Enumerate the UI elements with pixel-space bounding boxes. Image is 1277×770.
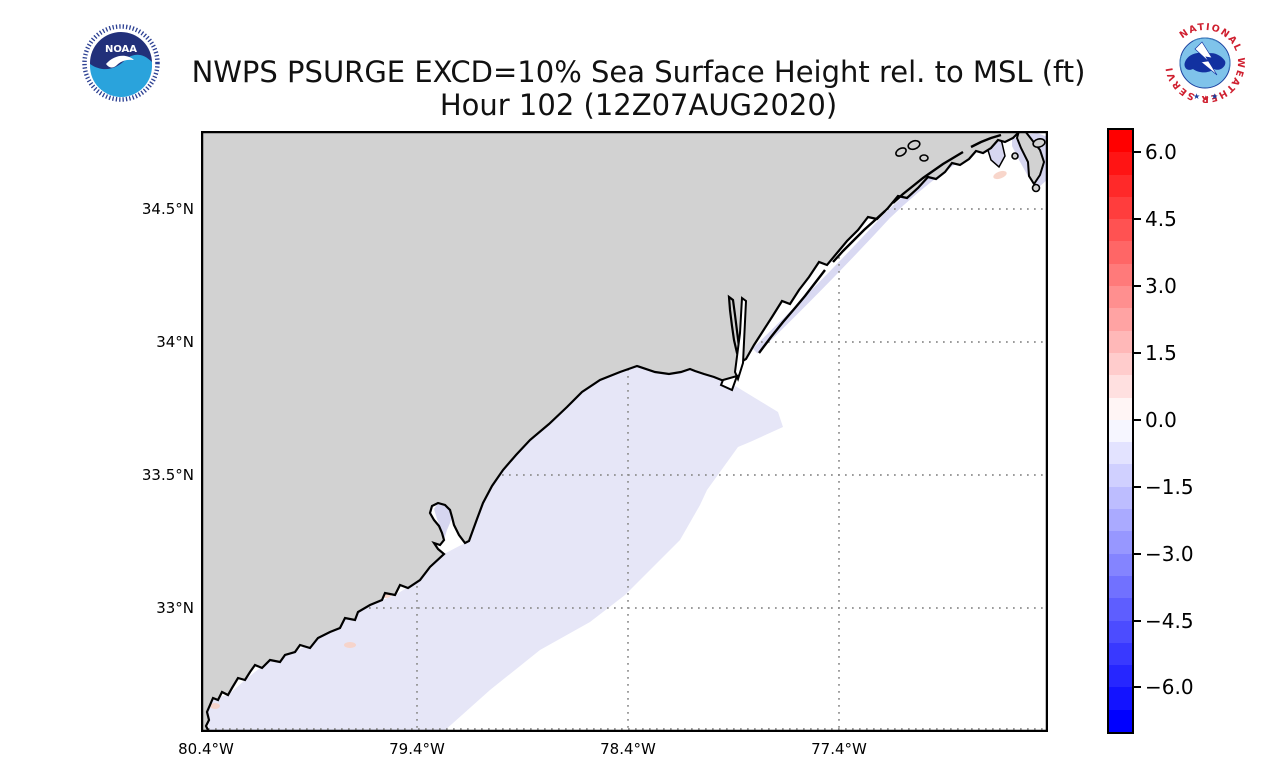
colorbar-band bbox=[1109, 241, 1132, 265]
surge-negative-area bbox=[207, 366, 783, 732]
colorbar-tick-mark bbox=[1134, 351, 1141, 354]
map-frame bbox=[200, 130, 1049, 733]
colorbar-band bbox=[1109, 442, 1132, 465]
noaa-ring-text-decor bbox=[82, 24, 160, 102]
x-tick-label: 77.4°W bbox=[811, 740, 867, 758]
colorbar-band bbox=[1109, 308, 1132, 331]
colorbar-bands bbox=[1109, 130, 1132, 733]
colorbar-tick-mark bbox=[1134, 619, 1141, 622]
colorbar-band bbox=[1109, 464, 1132, 488]
colorbar-band bbox=[1109, 152, 1132, 175]
x-tick-label: 78.4°W bbox=[600, 740, 656, 758]
colorbar-tick-label: 6.0 bbox=[1145, 140, 1177, 165]
colorbar-tick-label: 4.5 bbox=[1145, 207, 1177, 232]
nws-star-left: ★ bbox=[1193, 92, 1200, 101]
colorbar-band bbox=[1109, 642, 1132, 666]
y-tick-label: 33°N bbox=[156, 599, 194, 617]
y-tick-label: 33.5°N bbox=[141, 466, 194, 484]
figure-subtitle: Hour 102 (12Z07AUG2020) bbox=[439, 88, 838, 122]
colorbar-band bbox=[1109, 509, 1132, 532]
nws-star-right: ★ bbox=[1211, 92, 1218, 101]
colorbar-band bbox=[1109, 486, 1132, 510]
colorbar-band bbox=[1109, 375, 1132, 398]
map-canvas bbox=[199, 128, 1049, 734]
y-tick-label: 34°N bbox=[156, 333, 194, 351]
colorbar-tick-mark bbox=[1134, 552, 1141, 555]
colorbar-tick-label: 0.0 bbox=[1145, 407, 1177, 432]
noaa-gull-icon bbox=[106, 55, 134, 68]
colorbar-tick-label: 3.0 bbox=[1145, 274, 1177, 299]
bald-head-island bbox=[719, 374, 739, 392]
colorbar-band bbox=[1109, 174, 1132, 198]
colorbar-band bbox=[1109, 531, 1132, 554]
colorbar-tick-mark bbox=[1134, 686, 1141, 689]
colorbar-tick-label: −4.5 bbox=[1145, 608, 1194, 633]
x-tick-label: 80.4°W bbox=[178, 740, 234, 758]
colorbar-band bbox=[1109, 397, 1132, 421]
nws-logo: NATIONAL WEATHER SERVICE ★ ★ ★ bbox=[1162, 20, 1248, 106]
colorbar bbox=[1107, 128, 1134, 734]
colorbar-band bbox=[1109, 598, 1132, 621]
colorbar-tick-label: −6.0 bbox=[1145, 675, 1194, 700]
colorbar-tick-label: 1.5 bbox=[1145, 340, 1177, 365]
noaa-label: NOAA bbox=[105, 44, 137, 55]
colorbar-tick-label: −1.5 bbox=[1145, 474, 1194, 499]
colorbar-band bbox=[1109, 330, 1132, 354]
colorbar-tick-label: −3.0 bbox=[1145, 541, 1194, 566]
nws-lightning-icon bbox=[1194, 41, 1218, 76]
colorbar-tick-mark bbox=[1134, 418, 1141, 421]
nws-star-middle: ★ bbox=[1202, 94, 1209, 103]
winyah-bay-water bbox=[434, 503, 452, 540]
map-plot bbox=[199, 128, 1049, 734]
colorbar-band bbox=[1109, 352, 1132, 376]
colorbar-tick-mark bbox=[1134, 151, 1141, 154]
colorbar-band bbox=[1109, 620, 1132, 644]
coastal-islets bbox=[895, 138, 1046, 193]
colorbar-band bbox=[1109, 575, 1132, 599]
colorbar-band bbox=[1109, 709, 1132, 733]
colorbar-band bbox=[1109, 286, 1132, 309]
colorbar-tick-mark bbox=[1134, 218, 1141, 221]
colorbar-band bbox=[1109, 553, 1132, 577]
colorbar-band bbox=[1109, 196, 1132, 220]
colorbar-tick-mark bbox=[1134, 285, 1141, 288]
cape-fear-spit bbox=[733, 296, 748, 382]
y-tick-label: 34.5°N bbox=[141, 200, 194, 218]
barrier-islands bbox=[758, 133, 1002, 354]
colorbar-band bbox=[1109, 665, 1132, 688]
colorbar-band bbox=[1109, 687, 1132, 710]
colorbar-band bbox=[1109, 219, 1132, 242]
colorbar-tick-mark bbox=[1134, 485, 1141, 488]
colorbar-band bbox=[1109, 419, 1132, 443]
x-tick-label: 79.4°W bbox=[389, 740, 445, 758]
colorbar-band bbox=[1109, 130, 1132, 153]
noaa-logo: NOAA bbox=[81, 23, 161, 103]
corner-peninsula bbox=[1015, 130, 1046, 186]
colorbar-band bbox=[1109, 263, 1132, 287]
figure-title: NWPS PSURGE EXCD=10% Sea Surface Height … bbox=[191, 55, 1086, 89]
